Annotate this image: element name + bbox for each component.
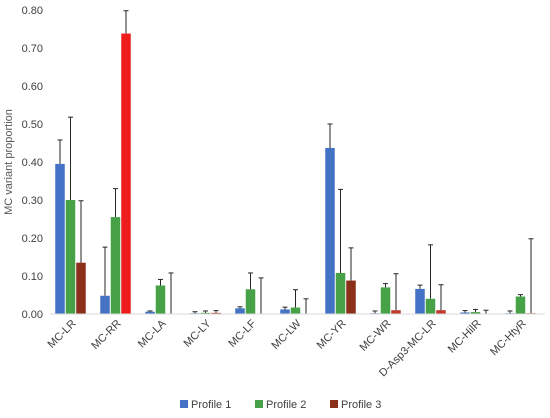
x-tick-label: MC-HilR bbox=[446, 318, 484, 356]
y-axis-ticks: 0.00 0.10 0.20 0.30 0.40 0.50 0.60 0.70 0.80 bbox=[22, 5, 43, 321]
y-tick-label: 0.60 bbox=[22, 81, 43, 93]
bar bbox=[110, 217, 121, 314]
bar bbox=[290, 307, 301, 314]
x-tick-label: MC-WR bbox=[357, 318, 393, 354]
y-tick-label: 0.50 bbox=[22, 119, 43, 131]
x-tick-label: MC-LA bbox=[136, 317, 169, 350]
y-axis-label: MC variant proportion bbox=[3, 109, 15, 215]
x-tick-label: MC-LR bbox=[45, 318, 78, 351]
x-axis-labels: MC-LR MC-RR MC-LA MC-LY MC-LF MC-LW MC-YR MC-WR… bbox=[45, 317, 528, 379]
y-tick-label: 0.00 bbox=[22, 309, 43, 321]
bar bbox=[121, 33, 131, 315]
bar bbox=[245, 289, 256, 314]
y-tick-label: 0.70 bbox=[22, 43, 43, 55]
bar bbox=[200, 312, 211, 314]
bar bbox=[346, 280, 356, 314]
bar bbox=[145, 311, 155, 314]
error-bars bbox=[57, 10, 534, 314]
legend-label: Profile 2 bbox=[266, 399, 306, 411]
x-tick-label: MC-YR bbox=[315, 318, 349, 352]
legend-swatch bbox=[255, 400, 263, 408]
bar bbox=[470, 312, 481, 314]
y-tick-label: 0.30 bbox=[22, 195, 43, 207]
legend-label: Profile 3 bbox=[341, 399, 381, 411]
x-tick-label: MC-LY bbox=[182, 317, 215, 350]
x-tick-label: MC-HtyR bbox=[488, 318, 528, 358]
legend-swatch bbox=[330, 400, 338, 408]
y-tick-label: 0.80 bbox=[22, 5, 43, 17]
bar bbox=[76, 262, 86, 314]
bars bbox=[55, 33, 536, 315]
legend-label: Profile 1 bbox=[191, 399, 231, 411]
bar bbox=[425, 298, 436, 314]
bar bbox=[380, 287, 391, 314]
bar bbox=[335, 272, 346, 314]
bar bbox=[391, 310, 401, 314]
bar bbox=[280, 309, 290, 314]
bar bbox=[235, 308, 245, 314]
bar bbox=[100, 295, 110, 314]
x-tick-label: MC-RR bbox=[89, 318, 123, 352]
y-tick-label: 0.40 bbox=[22, 157, 43, 169]
bar bbox=[436, 310, 446, 314]
x-tick-label: MC-LW bbox=[269, 317, 304, 352]
x-tick-label: MC-LF bbox=[226, 317, 258, 349]
legend: Profile 1 Profile 2 Profile 3 bbox=[180, 399, 381, 411]
bar bbox=[460, 312, 470, 314]
bar bbox=[55, 163, 65, 314]
bar bbox=[515, 296, 526, 314]
bar bbox=[415, 288, 425, 314]
bar bbox=[211, 312, 221, 314]
legend-swatch bbox=[180, 400, 188, 408]
y-tick-label: 0.10 bbox=[22, 271, 43, 283]
bar bbox=[155, 285, 166, 314]
y-tick-label: 0.20 bbox=[22, 233, 43, 245]
bar bbox=[65, 200, 76, 314]
bar bbox=[325, 147, 335, 314]
